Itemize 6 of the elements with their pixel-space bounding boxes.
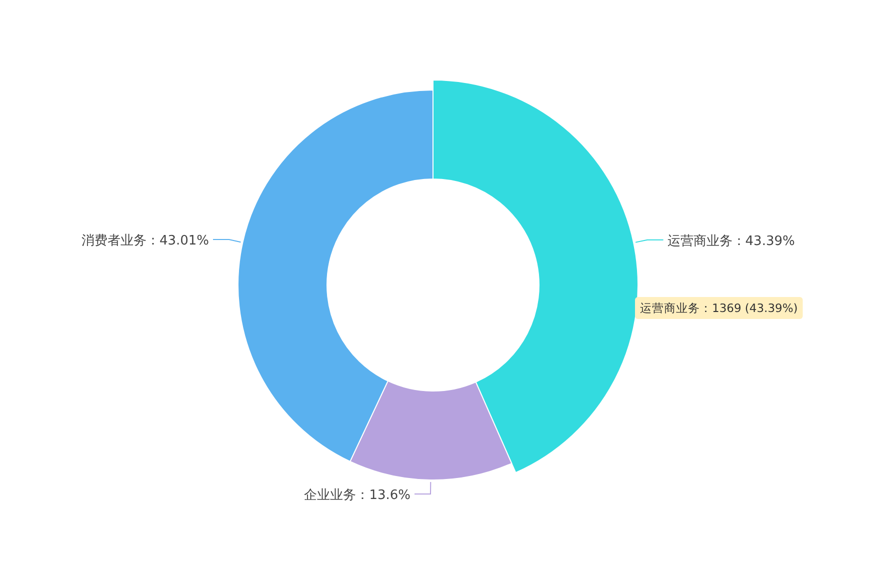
data-label: ：13.6% — [356, 488, 411, 503]
data-label: ：43.01% — [146, 233, 210, 248]
slice-label: 消费者业务 — [81, 233, 146, 248]
data-label: ：43.39% — [732, 234, 795, 249]
slice-label: 运营商业务 — [667, 234, 732, 249]
slice-label: 企业业务 — [304, 488, 356, 503]
